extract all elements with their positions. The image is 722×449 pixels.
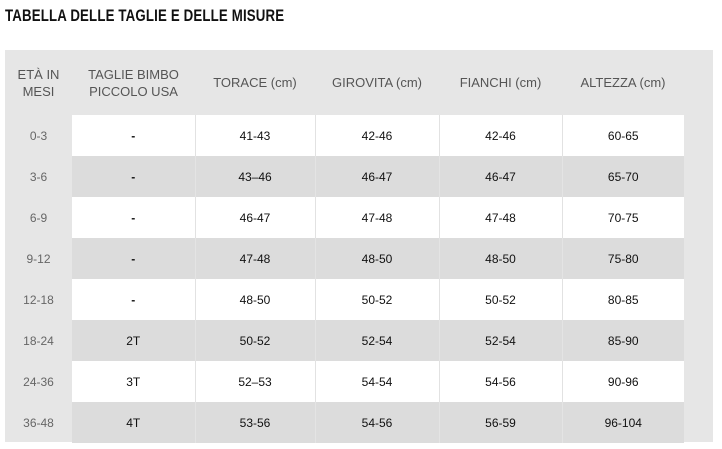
chest-cell: 43–46 [194,156,315,197]
age-cell: 18-24 [23,333,54,348]
hips-cell: 56-59 [438,402,562,443]
table-row: 24-36 3T 52–53 54-54 54-56 90-96 [5,361,684,402]
size-chart-panel: ETÀ IN MESI TAGLIE BIMBO PICCOLO USA TOR… [5,50,713,443]
waist-cell: 48-50 [314,238,439,279]
age-cell: 0-3 [29,128,48,143]
age-cell: 24-36 [23,374,54,389]
height-cell: 65-70 [561,156,684,197]
us-size-cell: - [72,238,195,279]
height-cell: 80-85 [561,279,684,320]
chest-cell: 53-56 [194,402,315,443]
height-cell: 90-96 [561,361,684,402]
page-title: TABELLA DELLE TAGLIE E DELLE MISURE [5,6,285,25]
age-cell: 6-9 [29,210,48,225]
hips-cell: 48-50 [438,238,562,279]
waist-cell: 42-46 [314,115,439,156]
chest-cell: 48-50 [194,279,315,320]
table-row: 36-48 4T 53-56 54-56 56-59 96-104 [5,402,684,443]
us-size-cell: - [72,197,195,238]
hips-cell: 42-46 [438,115,562,156]
us-size-cell: - [72,115,195,156]
age-cell: 9-12 [26,251,51,266]
hips-cell: 50-52 [438,279,562,320]
hips-cell: 47-48 [438,197,562,238]
header-height: ALTEZZA (cm) [580,75,666,90]
size-table: ETÀ IN MESI TAGLIE BIMBO PICCOLO USA TOR… [5,50,684,443]
chest-cell: 41-43 [194,115,315,156]
age-cell: 12-18 [23,292,54,307]
waist-cell: 54-54 [314,361,439,402]
us-size-cell: 3T [72,361,195,402]
height-cell: 96-104 [561,402,684,443]
us-size-cell: - [72,156,195,197]
us-size-cell: 2T [72,320,195,361]
header-waist: GIROVITA (cm) [331,75,423,90]
chest-cell: 46-47 [194,197,315,238]
height-cell: 70-75 [561,197,684,238]
us-size-cell: - [72,279,195,320]
age-cell: 36-48 [23,415,54,430]
waist-cell: 52-54 [314,320,439,361]
header-age-months: ETÀ IN MESI [17,66,60,99]
height-cell: 85-90 [561,320,684,361]
hips-cell: 52-54 [438,320,562,361]
chest-cell: 50-52 [194,320,315,361]
hips-cell: 54-56 [438,361,562,402]
table-row: 12-18-48-50 50-52 50-52 80-85 [5,279,684,320]
table-row: 9-12-47-48 48-50 48-50 75-80 [5,238,684,279]
header-hips: FIANCHI (cm) [459,75,542,90]
table-header-row: ETÀ IN MESI TAGLIE BIMBO PICCOLO USA TOR… [5,50,684,115]
chest-cell: 52–53 [194,361,315,402]
age-cell: 3-6 [29,169,48,184]
table-row: 18-24 2T 50-52 52-54 52-54 85-90 [5,320,684,361]
header-us-toddler-size: TAGLIE BIMBO PICCOLO USA [88,66,179,99]
waist-cell: 50-52 [314,279,439,320]
waist-cell: 54-56 [314,402,439,443]
us-size-cell: 4T [72,402,195,443]
waist-cell: 47-48 [314,197,439,238]
table-row: 3-6-43–46 46-47 46-47 65-70 [5,156,684,197]
table-row: 0-3-41-43 42-46 42-46 60-65 [5,115,684,156]
height-cell: 60-65 [561,115,684,156]
chest-cell: 47-48 [194,238,315,279]
table-row: 6-9-46-47 47-48 47-48 70-75 [5,197,684,238]
height-cell: 75-80 [561,238,684,279]
waist-cell: 46-47 [314,156,439,197]
hips-cell: 46-47 [438,156,562,197]
header-chest: TORACE (cm) [213,75,297,90]
